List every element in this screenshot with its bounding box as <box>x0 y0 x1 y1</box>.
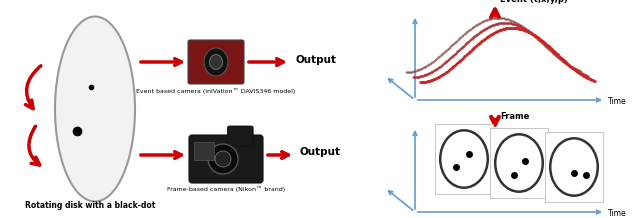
Ellipse shape <box>55 17 135 201</box>
FancyArrowPatch shape <box>29 126 40 165</box>
FancyBboxPatch shape <box>227 126 253 146</box>
Ellipse shape <box>550 138 598 196</box>
Ellipse shape <box>495 134 543 192</box>
Ellipse shape <box>209 54 223 70</box>
Ellipse shape <box>215 151 231 167</box>
Ellipse shape <box>440 130 488 188</box>
Text: Event based camera (iniVation™ DAVIS346 model): Event based camera (iniVation™ DAVIS346 … <box>136 88 296 94</box>
Text: Output: Output <box>299 147 340 157</box>
Bar <box>194 142 214 160</box>
Text: Frame-based camera (Nikon™ brand): Frame-based camera (Nikon™ brand) <box>167 186 285 192</box>
Text: Time: Time <box>608 97 627 106</box>
FancyBboxPatch shape <box>188 40 244 84</box>
Bar <box>490 128 548 198</box>
Text: Rotating disk with a black-dot: Rotating disk with a black-dot <box>25 201 155 210</box>
Text: Frame: Frame <box>500 111 529 121</box>
Text: Output: Output <box>295 55 336 65</box>
FancyArrowPatch shape <box>26 66 41 109</box>
Ellipse shape <box>204 48 228 76</box>
Text: Event (t,x,y,p): Event (t,x,y,p) <box>500 0 568 5</box>
Bar <box>435 124 493 194</box>
FancyBboxPatch shape <box>189 135 263 183</box>
Bar <box>545 132 603 202</box>
Ellipse shape <box>208 144 238 174</box>
Text: Time: Time <box>608 208 627 218</box>
